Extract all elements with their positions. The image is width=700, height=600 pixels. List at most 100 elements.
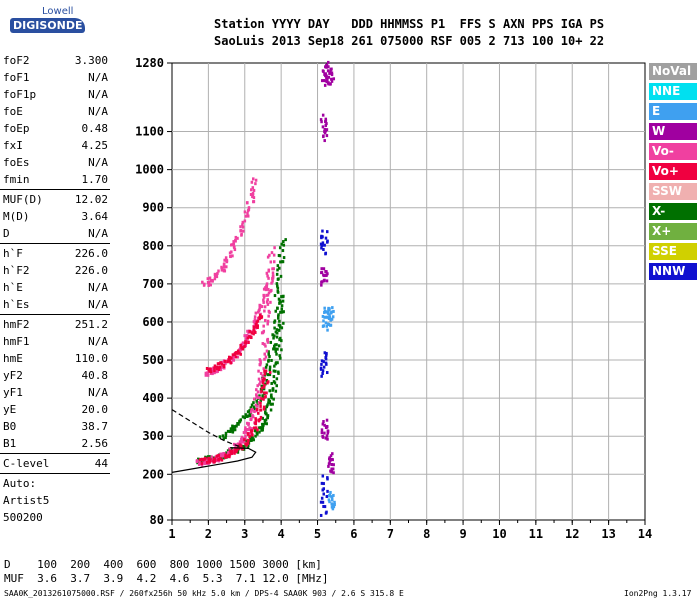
echo-point — [279, 260, 282, 264]
legend-item: SSW — [649, 183, 697, 200]
echo-point — [258, 394, 261, 398]
param-name: yE — [3, 403, 17, 416]
echo-point — [260, 305, 264, 309]
echo-point — [252, 196, 256, 200]
echo-point — [331, 498, 334, 502]
echo-point — [220, 458, 224, 462]
param-name: h`F — [3, 247, 23, 260]
echo-point — [244, 413, 247, 417]
auto-code: 500200 — [3, 511, 43, 524]
echo-point — [221, 360, 224, 364]
echo-point — [279, 356, 282, 360]
echo-point — [261, 416, 264, 420]
echo-point — [240, 440, 244, 444]
echo-point — [255, 430, 259, 434]
echo-point — [265, 300, 269, 304]
legend-item: NoVal — [649, 63, 697, 80]
echo-point — [228, 359, 231, 363]
echo-point — [248, 335, 252, 339]
param-name: M(D) — [3, 210, 30, 223]
param-value: N/A — [88, 227, 108, 240]
echo-point — [204, 458, 208, 462]
echo-point — [224, 436, 227, 440]
echo-point — [323, 431, 326, 435]
echo-point — [252, 200, 256, 204]
echo-point — [320, 496, 324, 500]
param-row: yF2 40.8 — [0, 367, 112, 384]
echo-point — [322, 135, 325, 139]
echo-point — [276, 264, 280, 268]
echo-point — [319, 513, 323, 517]
echo-point — [206, 373, 210, 377]
echo-point — [271, 387, 275, 391]
echo-point — [232, 245, 236, 249]
echo-point — [209, 367, 212, 371]
echo-point — [321, 422, 325, 426]
param-name: fmin — [3, 173, 30, 186]
echo-point — [252, 188, 256, 192]
echo-point — [262, 324, 265, 328]
echo-point — [227, 454, 231, 458]
echo-point — [321, 488, 324, 492]
echo-point — [266, 302, 270, 306]
echo-point — [284, 238, 287, 242]
param-name: MUF(D) — [3, 193, 43, 206]
echo-point — [275, 343, 278, 347]
echo-point — [211, 279, 214, 283]
echo-point — [262, 422, 265, 426]
echo-point — [321, 434, 324, 438]
echo-point — [326, 489, 329, 493]
echo-point — [271, 274, 275, 278]
echo-point — [328, 71, 331, 75]
echo-point — [274, 330, 278, 334]
echo-point — [271, 279, 274, 283]
echo-point — [270, 381, 273, 385]
y-tick-label: 300 — [142, 429, 164, 443]
echo-point — [273, 326, 276, 330]
echo-point — [280, 304, 284, 308]
echo-point — [268, 365, 272, 369]
param-row: h`Es N/A — [0, 296, 112, 313]
echo-point — [250, 427, 254, 431]
y-tick-label: 600 — [142, 315, 164, 329]
echo-point — [218, 435, 222, 439]
echo-point — [247, 340, 250, 344]
param-value: 38.7 — [81, 420, 109, 433]
param-row: yF1 N/A — [0, 384, 112, 401]
echo-point — [325, 76, 328, 80]
echo-point — [209, 283, 212, 287]
echo-point — [324, 511, 328, 515]
echo-point — [265, 379, 269, 383]
y-tick-label: 400 — [142, 391, 164, 405]
echo-point — [243, 416, 247, 420]
echo-point — [274, 349, 278, 353]
echo-point — [280, 307, 284, 311]
echo-point — [265, 284, 268, 288]
echo-point — [272, 253, 276, 257]
echo-point — [232, 428, 235, 432]
echo-point — [254, 419, 258, 423]
echo-point — [259, 404, 262, 408]
echo-point — [252, 328, 255, 332]
echo-point — [278, 266, 281, 270]
echo-point — [266, 373, 270, 377]
echo-point — [217, 453, 220, 457]
echo-point — [325, 418, 329, 422]
echo-point — [280, 295, 283, 299]
divider — [0, 453, 110, 454]
parameter-panel: foF2 3.300 foF1 N/A foF1p N/A foE N/A foEp 0.48 fx… — [0, 52, 112, 526]
echo-point — [328, 313, 331, 317]
param-row: foE N/A — [0, 103, 112, 120]
echo-point — [325, 494, 329, 498]
logo-line1: Lowell — [42, 6, 74, 17]
echo-point — [282, 240, 285, 244]
echo-point — [259, 401, 262, 405]
echo-point — [243, 219, 247, 223]
echo-point — [278, 301, 281, 305]
echo-point — [323, 423, 326, 427]
param-name: hmF1 — [3, 335, 30, 348]
echo-point — [263, 395, 267, 399]
echo-point — [240, 437, 244, 441]
echo-point — [239, 225, 242, 229]
param-row: fxI 4.25 — [0, 137, 112, 154]
